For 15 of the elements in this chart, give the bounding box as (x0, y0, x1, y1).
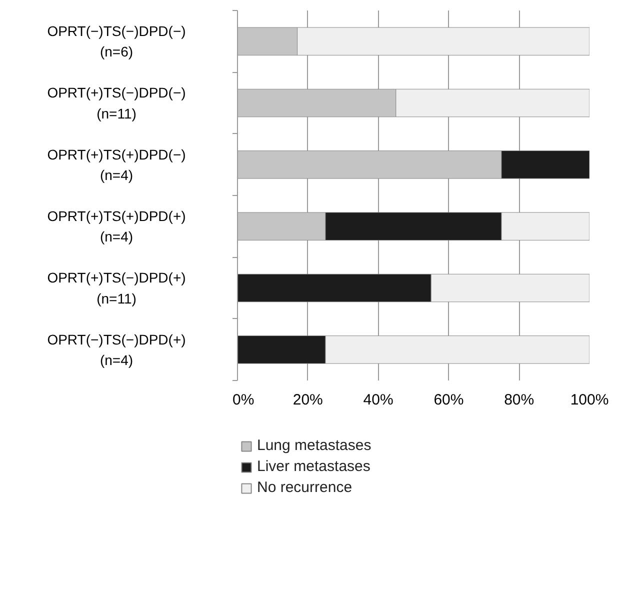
x-tick-label: 40% (363, 392, 394, 408)
y-tick-label: OPRT(+)TS(+)DPD(−) (n=4) (47, 146, 186, 184)
x-tick-label: 80% (504, 392, 534, 408)
legend-label: No recurrence (257, 479, 352, 496)
y-tick-label: OPRT(−)TS(−)DPD(−) (n=6) (47, 22, 186, 60)
legend-label: Liver metastases (257, 458, 370, 475)
y-tick-label: OPRT(+)TS(−)DPD(−) (n=11) (47, 84, 186, 122)
legend-label: Lung metastases (257, 437, 372, 454)
x-tick-label: 20% (292, 392, 323, 408)
x-tick-label: 0% (232, 392, 254, 408)
x-tick-label: 100% (570, 392, 609, 408)
y-tick-label: OPRT(−)TS(−)DPD(+) (n=4) (47, 331, 186, 368)
y-tick-label: OPRT(+)TS(−)DPD(+) (n=11) (47, 270, 186, 306)
y-tick-label: OPRT(+)TS(+)DPD(+) (n=4) (47, 208, 186, 245)
x-tick-label: 60% (434, 392, 464, 408)
